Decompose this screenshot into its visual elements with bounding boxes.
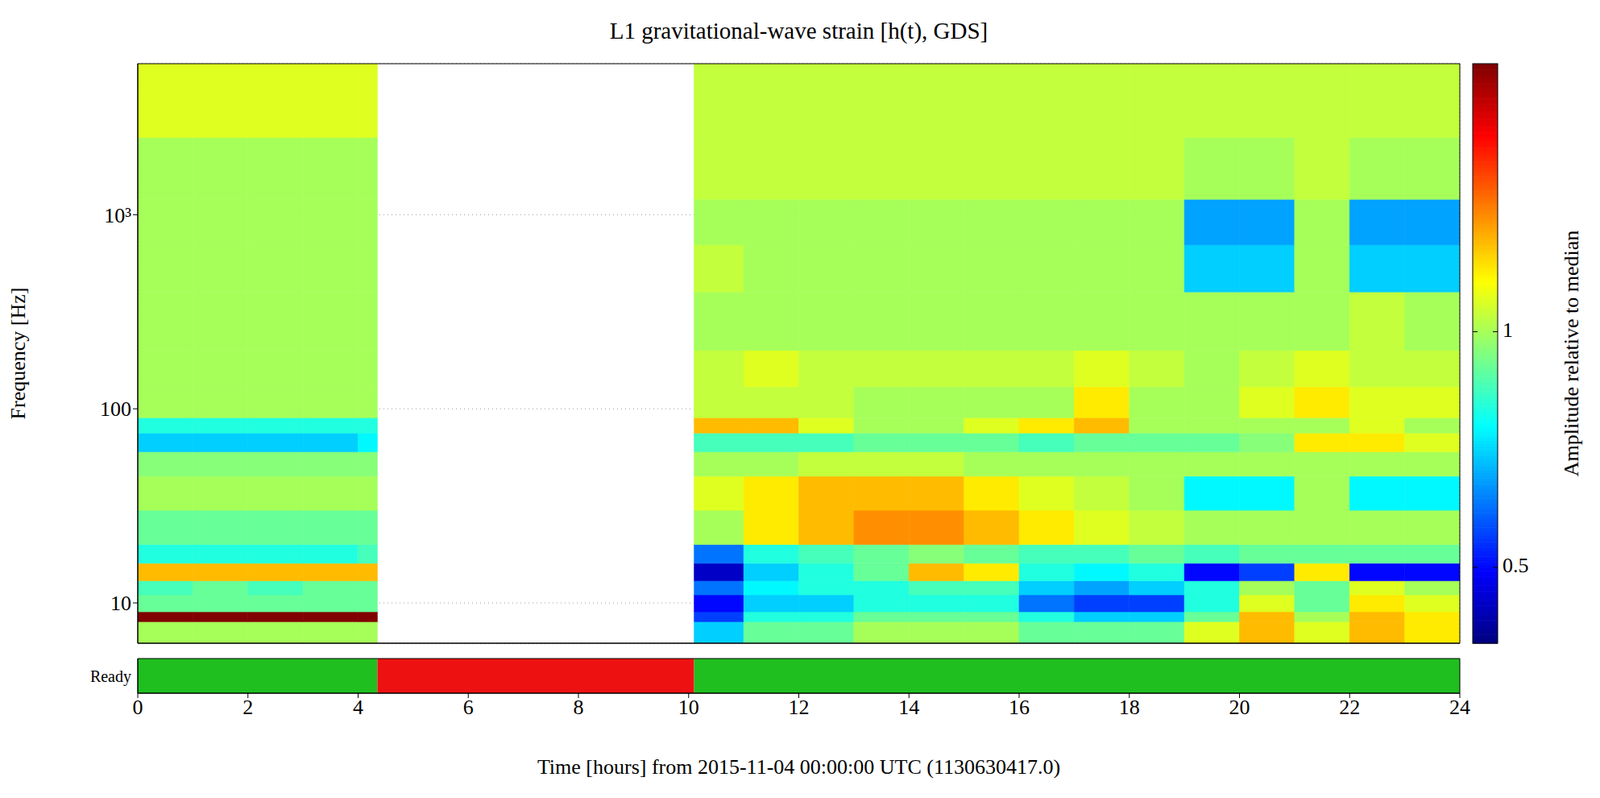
svg-text:14: 14 [898, 695, 920, 719]
svg-text:22: 22 [1338, 695, 1360, 719]
svg-text:16: 16 [1008, 695, 1030, 719]
svg-text:10³: 10³ [103, 203, 132, 228]
svg-text:1: 1 [1502, 318, 1513, 342]
svg-text:8: 8 [573, 695, 585, 719]
svg-text:6: 6 [463, 695, 474, 719]
svg-text:Frequency [Hz]: Frequency [Hz] [6, 287, 30, 420]
svg-text:10: 10 [678, 695, 700, 719]
html-text:L1 gravitational-wave strain [: L1 gravitational-wave strain [h(t), GDS] [609, 17, 988, 44]
svg-text:100: 100 [99, 397, 132, 421]
svg-text:24: 24 [1449, 695, 1471, 719]
svg-text:0: 0 [132, 695, 144, 719]
svg-text:10: 10 [110, 591, 132, 615]
svg-text:0.5: 0.5 [1502, 553, 1530, 577]
svg-text:18: 18 [1119, 695, 1140, 719]
svg-text:Time [hours] from 2015-11-04 0: Time [hours] from 2015-11-04 00:00:00 UT… [537, 754, 1061, 779]
svg-text:2: 2 [242, 695, 253, 719]
svg-text:Amplitude relative to median: Amplitude relative to median [1559, 230, 1584, 477]
svg-text:Ready: Ready [90, 667, 132, 686]
svg-text:20: 20 [1229, 695, 1251, 719]
svg-text:4: 4 [352, 695, 364, 719]
svg-text:12: 12 [788, 695, 810, 719]
